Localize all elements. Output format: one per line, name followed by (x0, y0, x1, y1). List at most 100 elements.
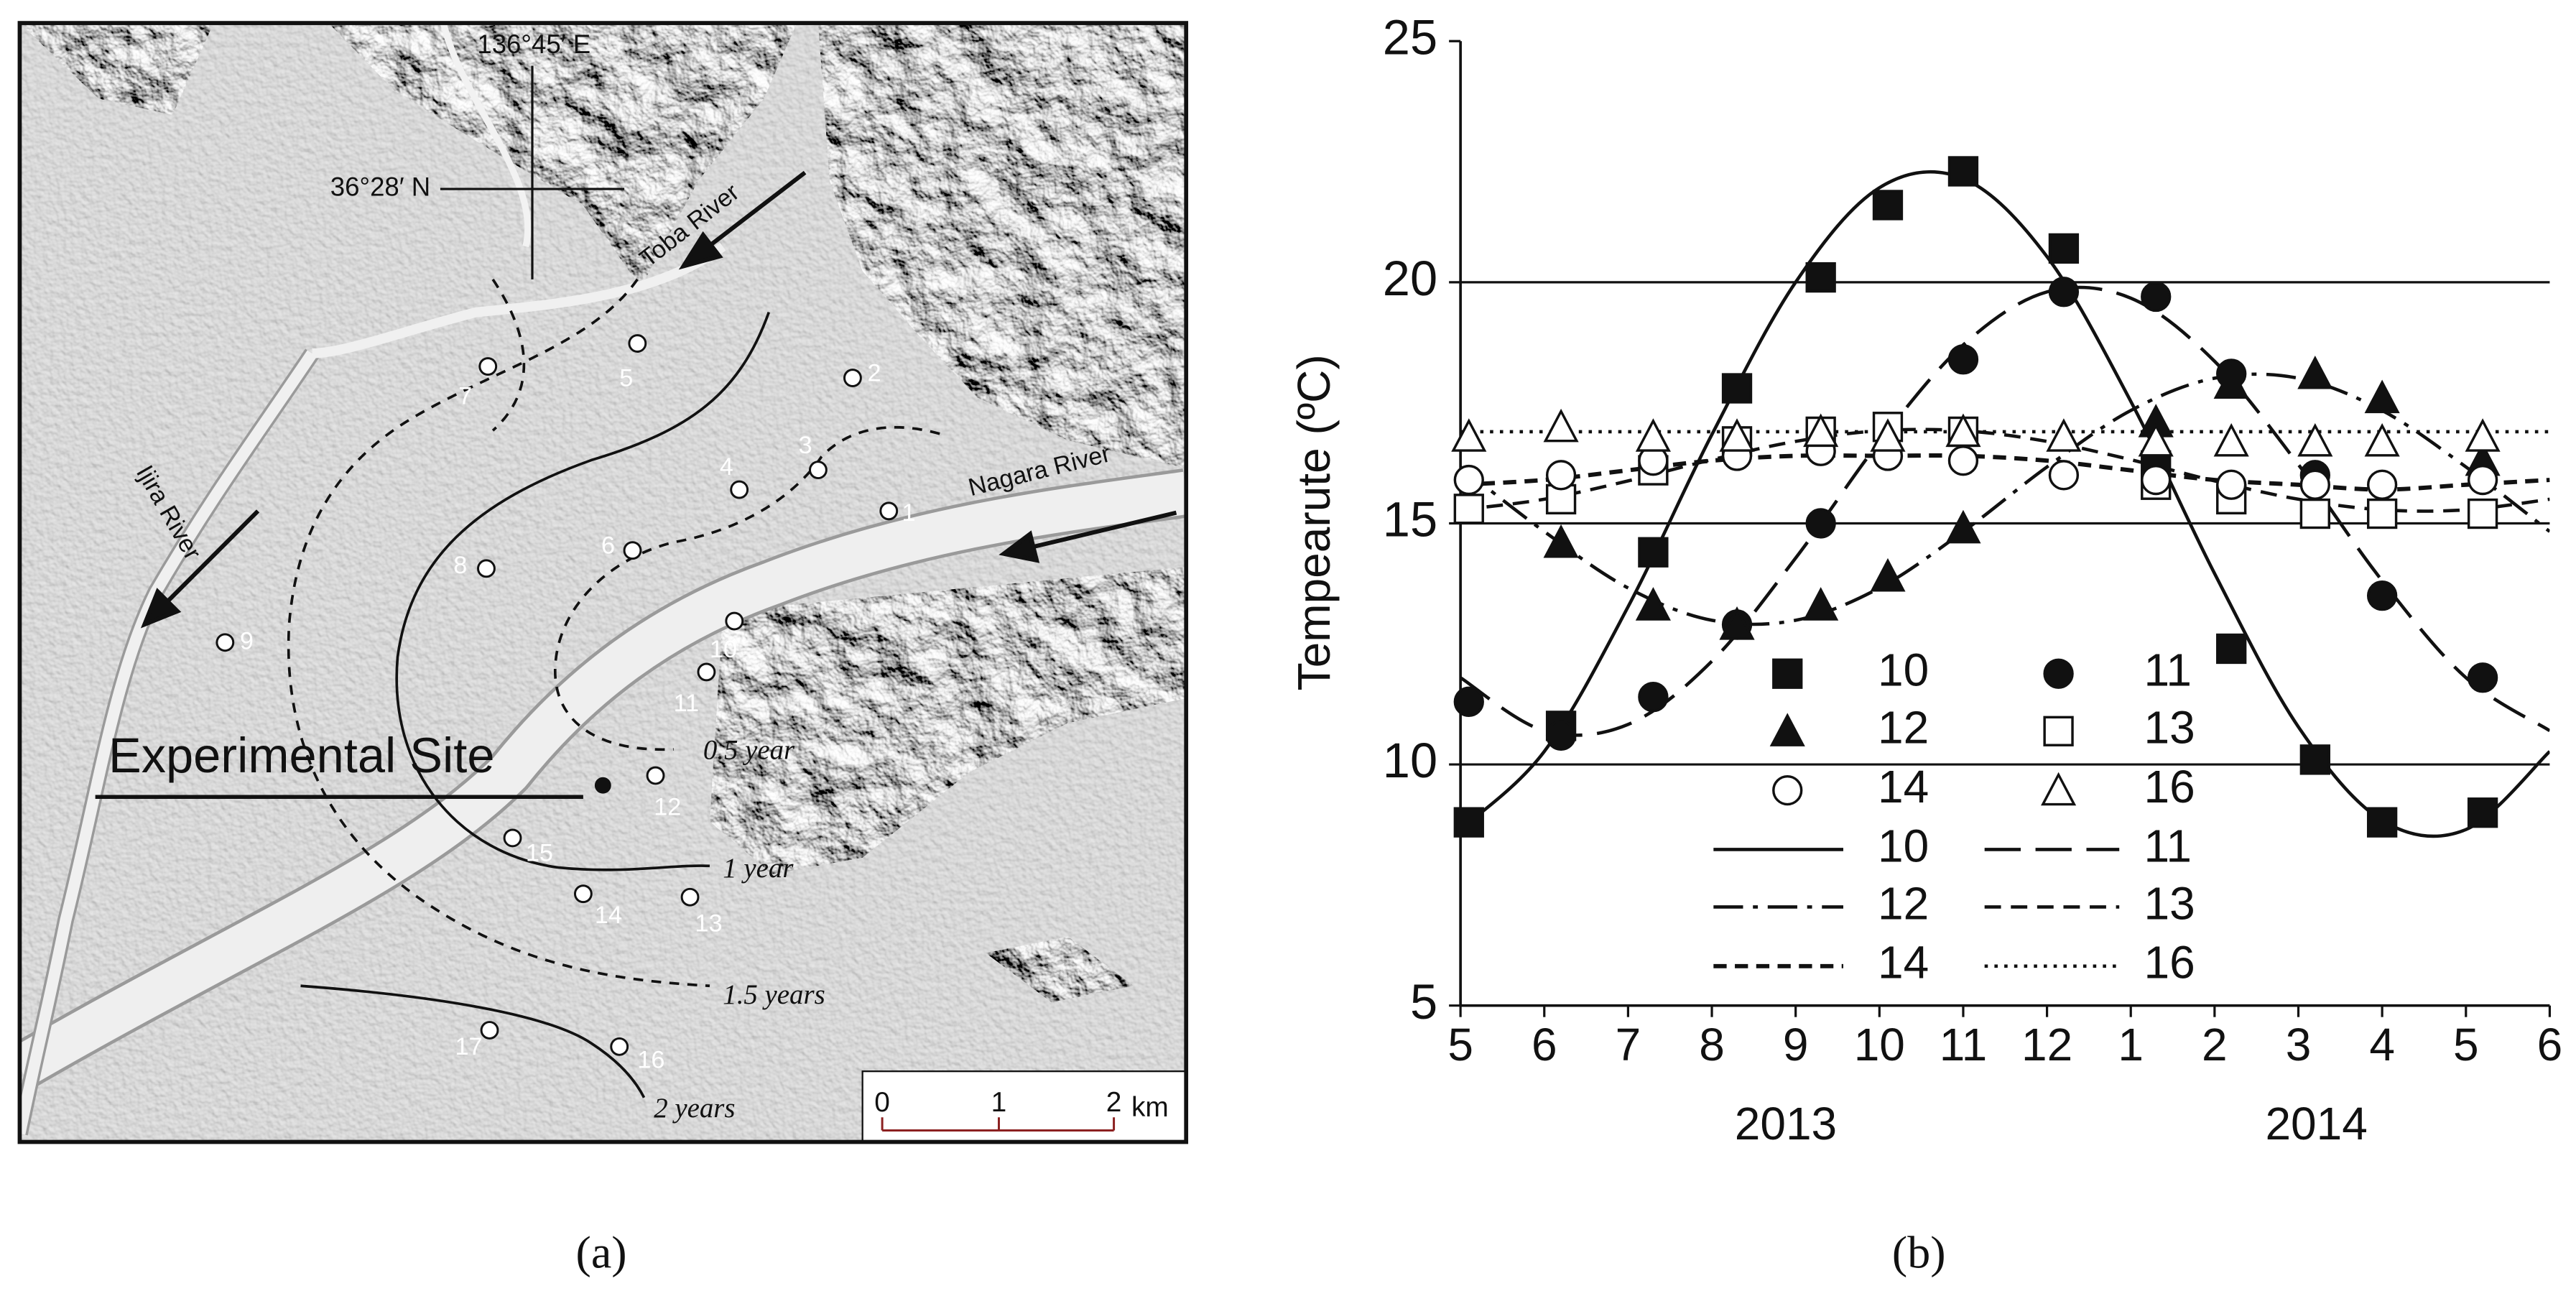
well (808, 461, 828, 480)
well (879, 501, 899, 521)
scale-bar (881, 1117, 1116, 1132)
x-tick-label: 5 (2453, 1019, 2479, 1070)
legend-label: 14 (1878, 761, 1929, 813)
well (610, 1037, 629, 1056)
legend-label: 13 (2144, 702, 2195, 754)
marker (1805, 508, 1836, 539)
longitude-label: 136°45′ E (477, 29, 590, 59)
well (697, 662, 716, 682)
marker (2364, 379, 2400, 414)
river (19, 471, 1187, 1087)
coordinate-cross (440, 65, 625, 279)
marker (2467, 662, 2498, 693)
x-tick-label: 4 (2369, 1019, 2395, 1070)
marker (1719, 606, 1755, 640)
x-tick-label: 7 (1616, 1019, 1641, 1070)
panel-label: (b) (1892, 1226, 1946, 1277)
legend-label: 12 (1878, 877, 1929, 929)
polygon (817, 23, 1187, 468)
legend-label: 13 (2144, 877, 2195, 929)
y-tick-label: 20 (1383, 251, 1437, 306)
well-label: 17 (455, 1033, 482, 1060)
marker (2213, 422, 2249, 457)
river (440, 23, 532, 248)
polygon (328, 23, 797, 288)
marker (2297, 355, 2333, 389)
legend-label: 14 (1878, 937, 1929, 989)
marker (1545, 460, 1577, 491)
polygon (986, 936, 1134, 1003)
well-label: 14 (595, 902, 622, 929)
legend-marker (2043, 716, 2074, 746)
well (480, 1021, 499, 1040)
scale-unit: km (1131, 1092, 1169, 1123)
legend-marker (2043, 658, 2074, 689)
marker (2213, 365, 2249, 399)
well-label: 12 (654, 793, 681, 820)
marker (1947, 156, 1979, 187)
well-label: 6 (601, 532, 615, 560)
marker (1719, 418, 1755, 452)
marker (1635, 587, 1671, 621)
contour-half-year (554, 425, 940, 751)
river (19, 350, 318, 1135)
contours (287, 278, 940, 1098)
x-tick-label: 1 (2118, 1019, 2144, 1070)
well-label: 1 (902, 499, 916, 527)
well (573, 884, 593, 904)
marker (1947, 344, 1979, 375)
flow-arrows (140, 170, 1177, 629)
marker (1870, 418, 1906, 452)
marker (2299, 498, 2330, 529)
well-label: 4 (720, 453, 733, 481)
site-label: Experimental Site (108, 728, 495, 783)
x-tick-label: 11 (1940, 1019, 1987, 1070)
line (705, 170, 807, 250)
contour-one-half-year (491, 278, 526, 432)
marker (1453, 494, 1484, 524)
x-tick-label: 10 (1854, 1019, 1905, 1070)
marker (1451, 418, 1487, 452)
marker (2297, 422, 2333, 457)
terrain (19, 23, 1187, 1142)
marker (1545, 720, 1577, 751)
marker (1945, 413, 1981, 448)
year-label: 2014 (2265, 1098, 2367, 1149)
scale-label: 2 (1106, 1087, 1122, 1118)
contour-label: 1.5 years (723, 979, 825, 1010)
contour-two-years (300, 984, 646, 1098)
marker (2366, 469, 2398, 500)
y-tick-label: 5 (1410, 974, 1437, 1029)
marker (1721, 373, 1753, 404)
river (312, 242, 726, 358)
site-marker (594, 777, 611, 794)
well-label: 15 (526, 839, 553, 866)
legend-marker (2041, 772, 2077, 806)
well-label: 11 (674, 690, 700, 717)
well (216, 633, 235, 652)
marker (1453, 464, 1484, 496)
well-label: 3 (798, 432, 812, 459)
well (503, 828, 522, 848)
marker (1803, 587, 1839, 621)
polygon (709, 567, 1187, 874)
contour-one-half-year (287, 278, 710, 988)
marker (1872, 190, 1904, 221)
well-label: 10 (710, 636, 737, 663)
marker (2216, 469, 2247, 500)
marker (2141, 281, 2172, 313)
contour-label: 0.5 year (703, 734, 795, 765)
marker (1543, 408, 1579, 443)
y-tick-label: 15 (1383, 492, 1437, 547)
marker (2048, 233, 2080, 264)
legend-marker (1772, 658, 1803, 689)
x-tick-label: 2 (2202, 1019, 2228, 1070)
x-tick-label: 12 (2021, 1019, 2072, 1070)
legend-label: 11 (2144, 820, 2192, 871)
well-label: 7 (458, 383, 472, 410)
well-label: 16 (637, 1047, 664, 1074)
legend-label: 11 (2144, 644, 2192, 696)
